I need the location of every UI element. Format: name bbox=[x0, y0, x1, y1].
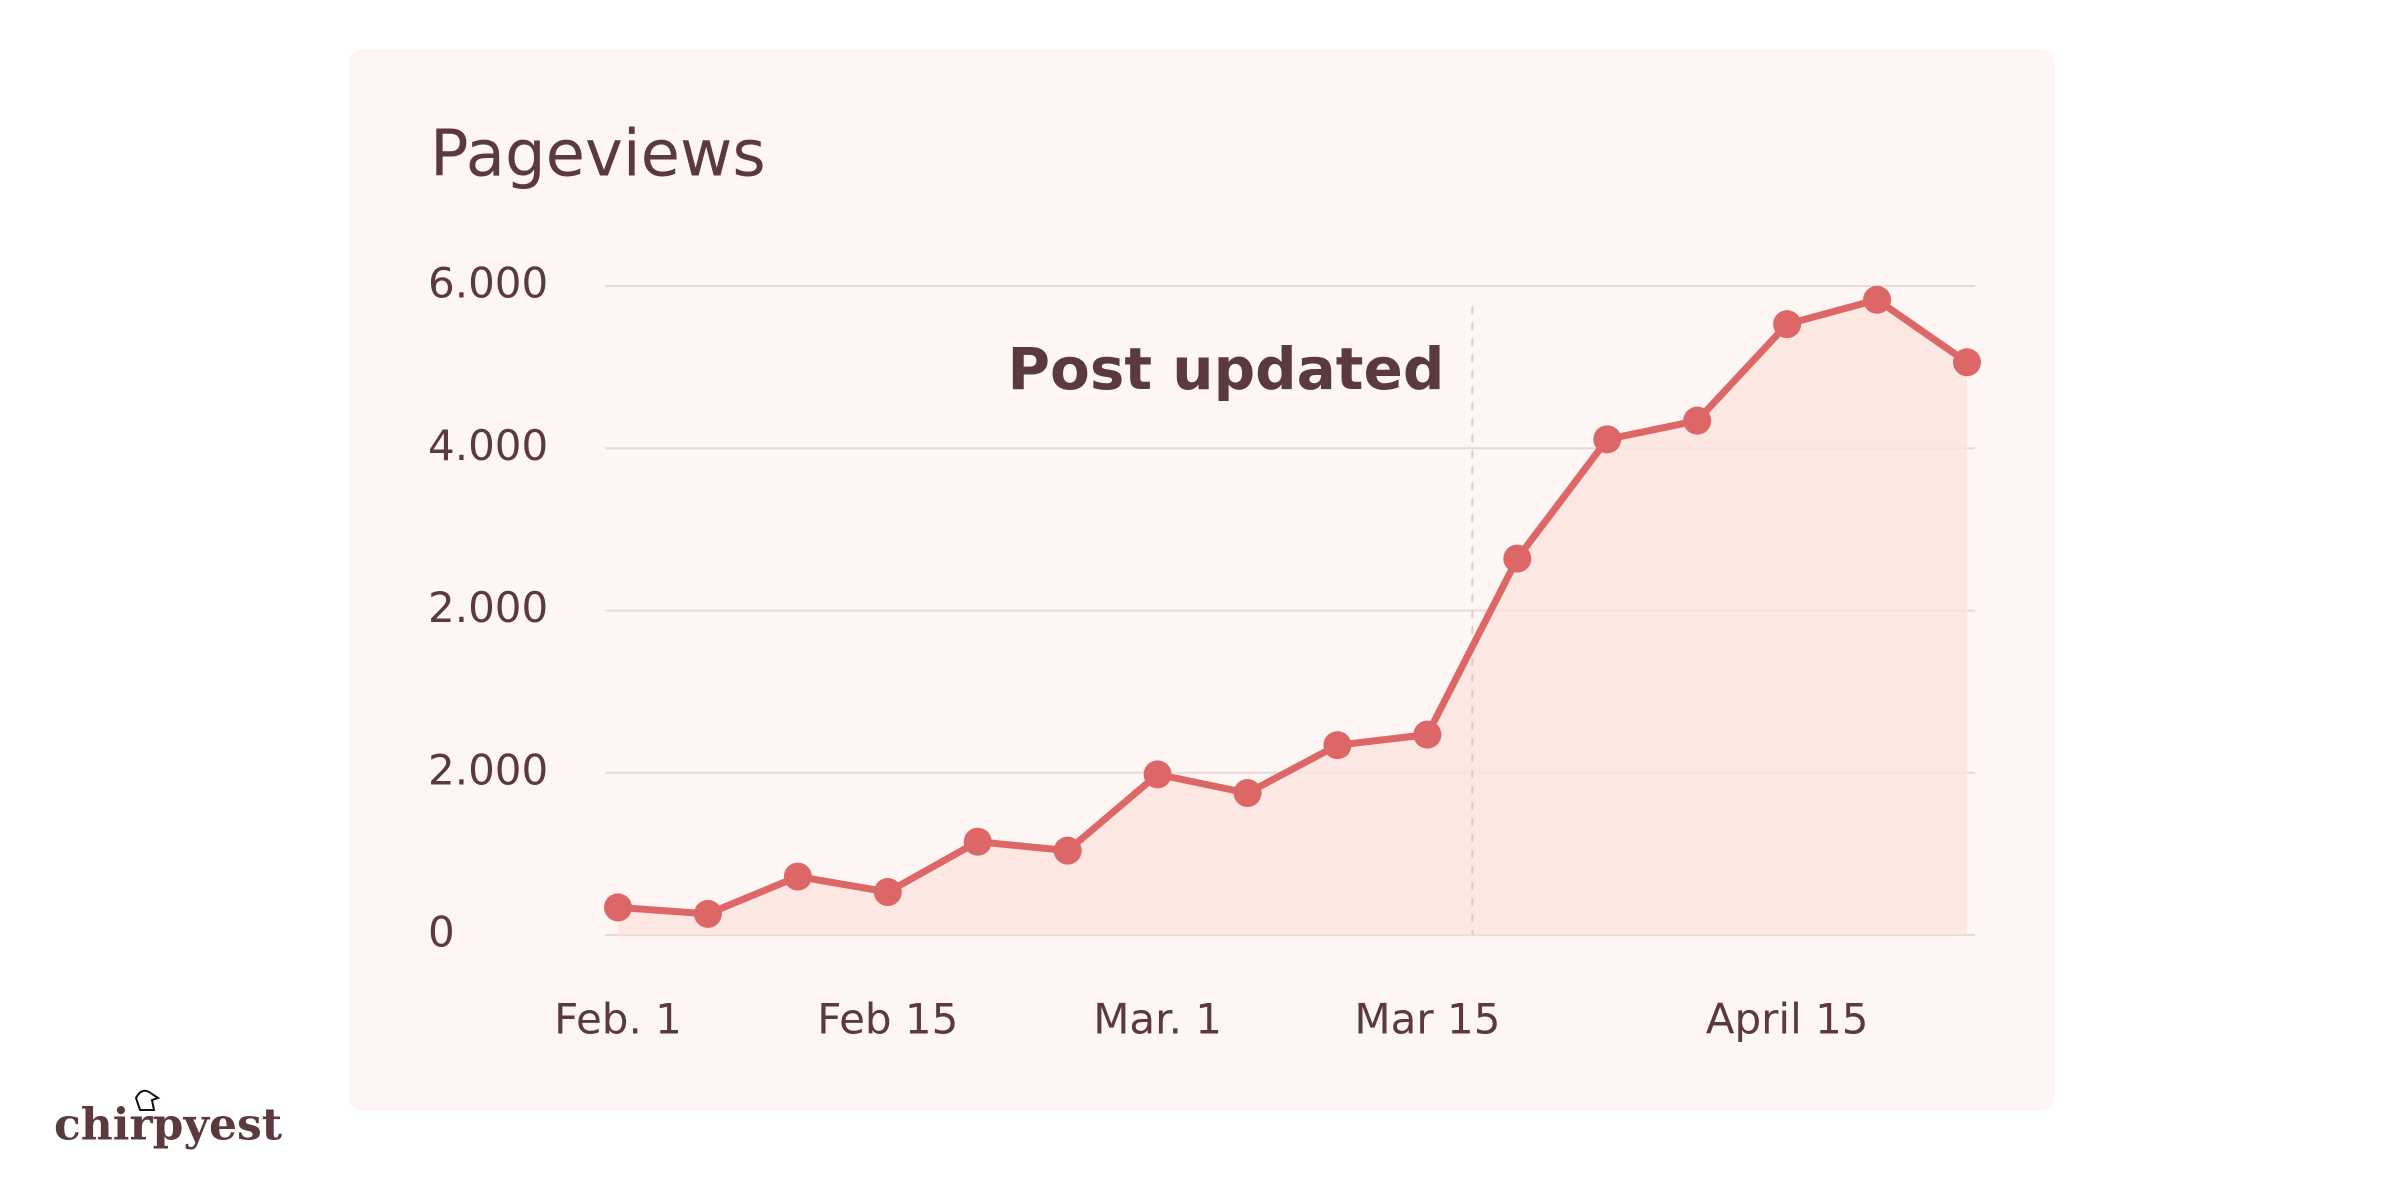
point bbox=[1863, 285, 1892, 314]
point bbox=[1413, 720, 1442, 749]
point bbox=[693, 899, 722, 928]
brand-logo: chirpyest bbox=[54, 1100, 283, 1151]
x-tick-label: April 15 bbox=[1706, 995, 1869, 1044]
x-tick-label: Feb. 1 bbox=[554, 995, 682, 1044]
point bbox=[1683, 406, 1712, 435]
x-tick-label: Mar 15 bbox=[1354, 995, 1500, 1044]
y-tick-label: 2.000 bbox=[428, 583, 548, 632]
point bbox=[783, 862, 812, 891]
y-tick-label: 2.000 bbox=[428, 745, 548, 794]
y-tick-label: 4.000 bbox=[428, 421, 548, 470]
point bbox=[873, 878, 902, 907]
point bbox=[1323, 731, 1352, 760]
y-tick-label: 0 bbox=[428, 908, 455, 957]
x-tick-label: Mar. 1 bbox=[1093, 995, 1222, 1044]
line bbox=[617, 296, 1969, 918]
y-tick-label: 6.000 bbox=[428, 259, 548, 308]
point bbox=[1053, 836, 1082, 865]
x-tick-label: Feb 15 bbox=[817, 995, 958, 1044]
point bbox=[963, 827, 992, 856]
point bbox=[1503, 544, 1532, 573]
area bbox=[618, 299, 1967, 935]
point bbox=[1953, 348, 1981, 377]
annotation: Post updated bbox=[1008, 335, 1445, 403]
chart-title: Pageviews bbox=[430, 118, 766, 192]
point bbox=[1593, 425, 1622, 454]
point bbox=[604, 893, 632, 922]
point bbox=[1233, 779, 1262, 808]
point bbox=[1773, 310, 1802, 339]
point bbox=[1143, 760, 1172, 789]
brand-bird bbox=[134, 1089, 161, 1111]
